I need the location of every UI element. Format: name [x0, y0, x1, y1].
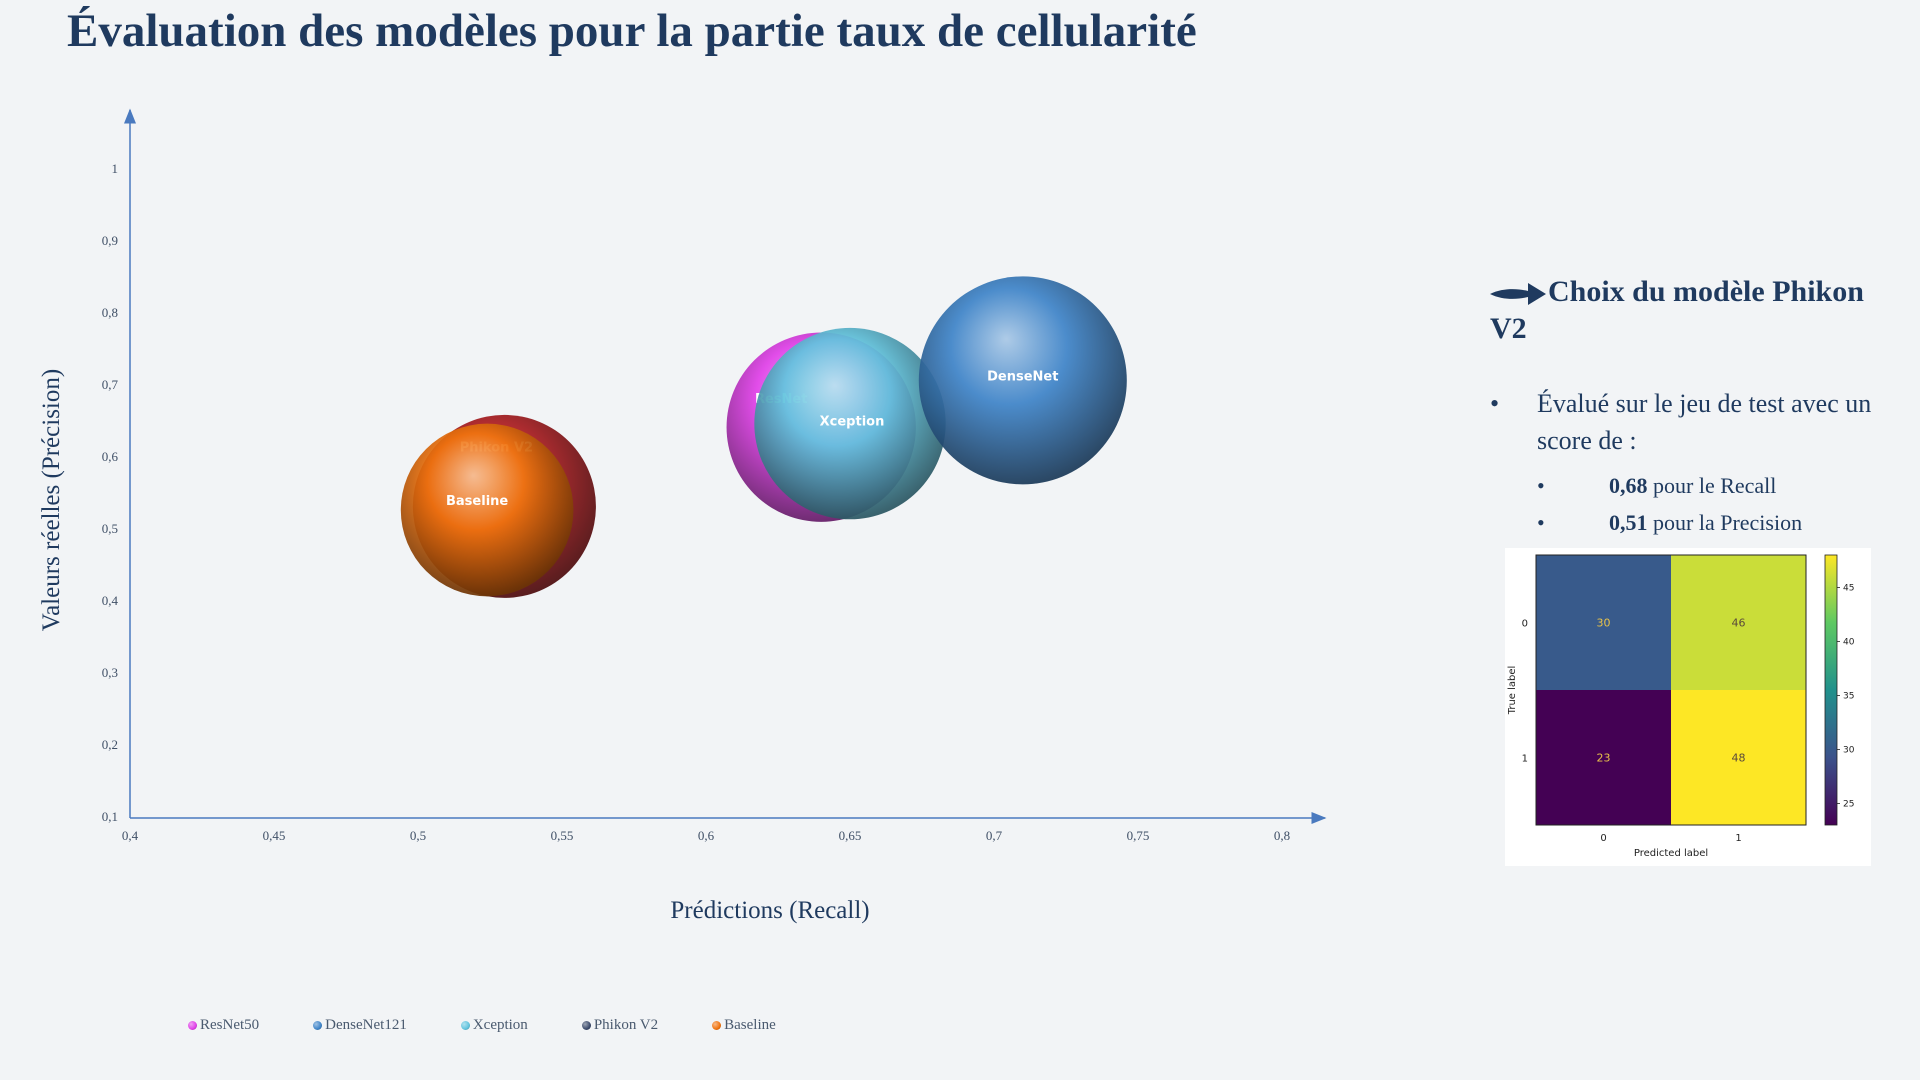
- y-tick-label: 0,7: [102, 377, 119, 392]
- heatmap-cell: [1536, 690, 1671, 825]
- precision-value: 0,51: [1609, 510, 1648, 535]
- colorbar-tick-label: 30: [1843, 745, 1855, 755]
- page-title: Évaluation des modèles pour la partie ta…: [67, 5, 1197, 57]
- heatmap-cell: [1671, 555, 1806, 690]
- colorbar-tick-label: 45: [1843, 583, 1854, 593]
- y-tick-label: 0,5: [102, 521, 118, 536]
- y-tick-labels: 0,1 0,2 0,3 0,4 0,5 0,6 0,7 0,8 0,9 1: [102, 161, 119, 824]
- heatmap-cell-value: 30: [1597, 617, 1611, 630]
- confusion-matrix-image: 30 46 23 48 0 1 0 1 Predicted label True label 25 3…: [1505, 548, 1871, 866]
- row-label: 0: [1522, 619, 1528, 630]
- legend-item: Baseline: [712, 1017, 776, 1034]
- y-tick-label: 0,3: [102, 665, 118, 680]
- heatmap-cell: [1671, 690, 1806, 825]
- legend-item: Phikon V2: [581, 1017, 659, 1034]
- bullet-main-text: Évalué sur le jeu de test avec un score …: [1537, 389, 1872, 455]
- legend-item: ResNet50: [188, 1017, 259, 1034]
- y-tick-label: 0,6: [102, 449, 119, 464]
- col-label: 1: [1735, 833, 1741, 844]
- confusion-matrix: 30 46 23 48 0 1 0 1 Predicted label True label 25 3…: [1507, 554, 1855, 859]
- colorbar-tick-label: 40: [1843, 637, 1855, 647]
- colorbar: [1824, 554, 1838, 826]
- colorbar-tick-label: 35: [1843, 691, 1854, 701]
- legend-dot: [581, 1021, 591, 1030]
- side-panel: Choix du modèle Phikon V2 Évalué sur le …: [1490, 273, 1890, 541]
- y-axis-label: Valeurs réelles (Précision): [38, 368, 65, 632]
- legend-label: DenseNet121: [325, 1017, 407, 1033]
- bubble-xception: [754, 327, 946, 520]
- x-tick-labels: 0,4 0,45 0,5 0,55 0,6 0,65 0,7 0,75 0,8: [122, 828, 1290, 843]
- x-tick-label: 0,7: [986, 828, 1003, 843]
- sub-list: 0,68 pour le Recall 0,51 pour la Precisi…: [1537, 467, 1890, 541]
- list-item: 0,51 pour la Precision: [1537, 504, 1890, 541]
- arrow-right-icon: [1490, 283, 1546, 306]
- legend-dot: [313, 1021, 323, 1030]
- legend-item: DenseNet121: [313, 1017, 407, 1034]
- y-tick-label: 0,4: [102, 593, 119, 608]
- x-tick-label: 0,8: [1274, 828, 1290, 843]
- heatmap-cell-value: 46: [1732, 617, 1746, 630]
- side-heading-text: Choix du modèle Phikon V2: [1490, 275, 1864, 345]
- recall-value: 0,68: [1609, 473, 1648, 498]
- y-tick-label: 0,9: [102, 233, 118, 248]
- y-tick-label: 1: [112, 161, 119, 176]
- heatmap-cell-value: 23: [1597, 752, 1611, 765]
- y-tick-label: 0,2: [102, 737, 118, 752]
- legend-label: Xception: [472, 1017, 528, 1033]
- legend-dot: [460, 1021, 470, 1030]
- heatmap-cell: [1536, 555, 1671, 690]
- legend-label: ResNet50: [200, 1017, 260, 1033]
- y-tick-label: 0,1: [102, 809, 118, 824]
- colorbar-tick-label: 25: [1843, 799, 1854, 809]
- legend-item: Xception: [460, 1017, 528, 1034]
- x-tick-label: 0,4: [122, 828, 139, 843]
- x-tick-label: 0,45: [263, 828, 286, 843]
- legend-dot: [188, 1021, 197, 1030]
- legend-label: Baseline: [724, 1017, 776, 1033]
- chart-legend: ResNet50 DenseNet121 Xception Phikon V2 Base…: [188, 1017, 830, 1034]
- side-heading: Choix du modèle Phikon V2: [1490, 273, 1890, 347]
- col-label: 0: [1600, 833, 1606, 844]
- bubble-label: Xception: [820, 415, 885, 430]
- heatmap-frame: [1535, 554, 1807, 826]
- legend-label: Phikon V2: [593, 1017, 659, 1033]
- x-tick-label: 0,65: [839, 828, 862, 843]
- x-tick-label: 0,55: [551, 828, 574, 843]
- recall-text: pour le Recall: [1647, 473, 1777, 498]
- list-item: Évalué sur le jeu de test avec un score …: [1490, 385, 1890, 541]
- heatmap-cell-value: 48: [1732, 752, 1746, 765]
- heatmap-x-label: Predicted label: [1634, 848, 1708, 859]
- bubble-densenet121: [918, 276, 1127, 485]
- bubble-baseline: [400, 423, 574, 597]
- x-tick-label: 0,75: [1127, 828, 1150, 843]
- row-label: 1: [1522, 754, 1528, 765]
- x-tick-label: 0,6: [698, 828, 715, 843]
- list-item: 0,68 pour le Recall: [1537, 467, 1890, 504]
- x-tick-label: 0,5: [410, 828, 426, 843]
- bubble-label: DenseNet: [987, 369, 1058, 384]
- bubble-label: Baseline: [446, 494, 508, 509]
- legend-dot: [712, 1021, 722, 1030]
- bullet-list: Évalué sur le jeu de test avec un score …: [1490, 385, 1890, 541]
- y-tick-label: 0,8: [102, 305, 118, 320]
- x-axis-label: Prédictions (Recall): [670, 897, 870, 924]
- heatmap-y-label: True label: [1507, 666, 1518, 716]
- precision-text: pour la Precision: [1647, 510, 1803, 535]
